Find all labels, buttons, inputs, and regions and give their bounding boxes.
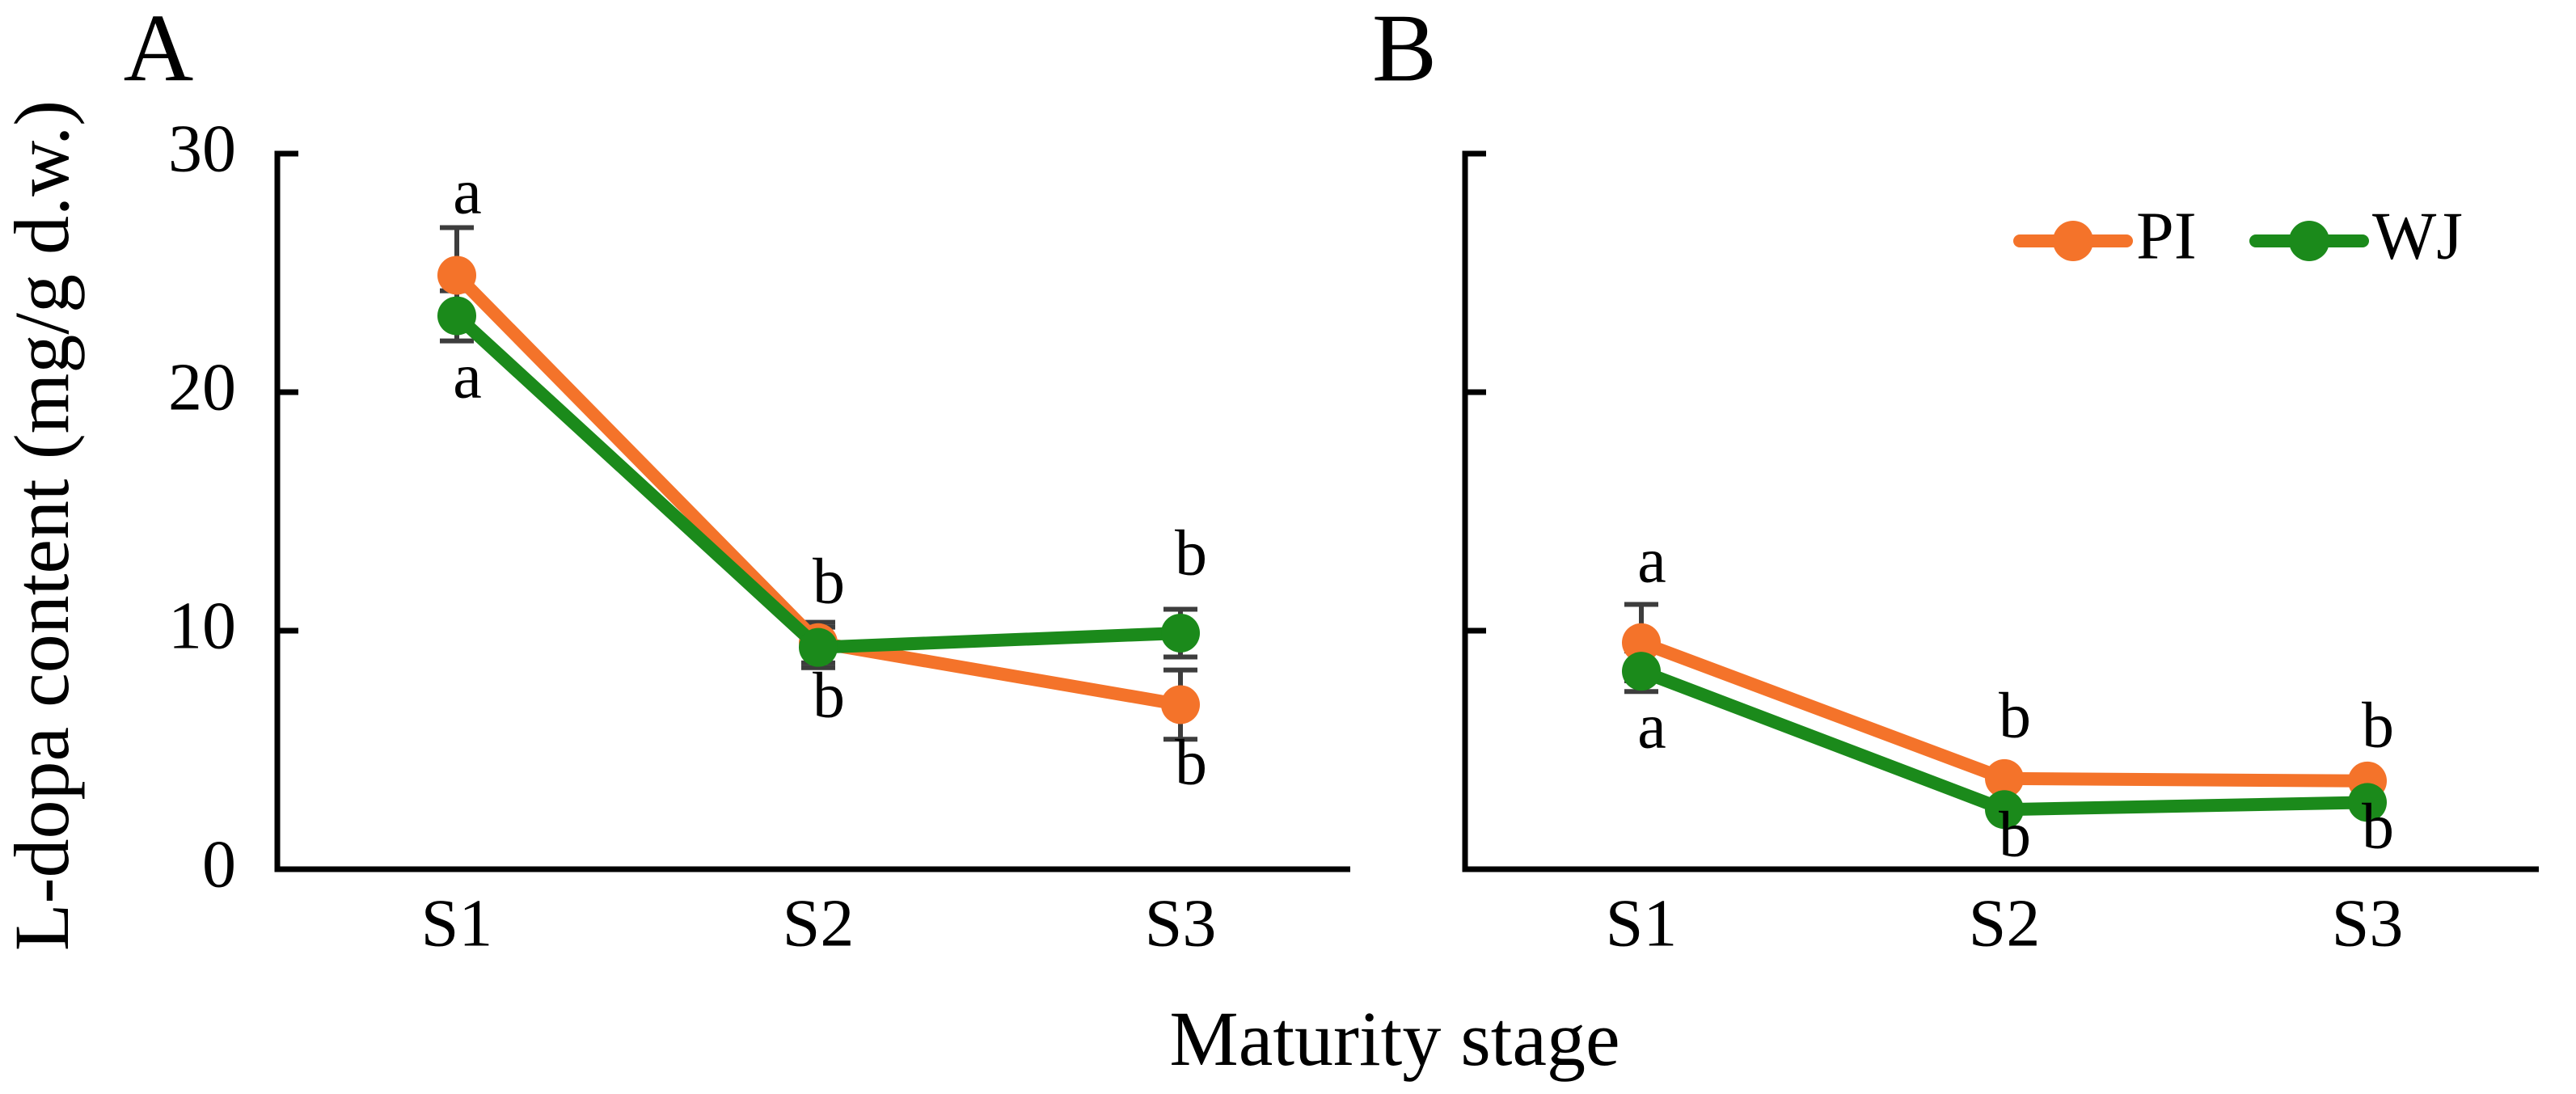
legend: PI WJ xyxy=(2013,198,2463,273)
y-tick-label-0: 0 xyxy=(202,826,236,902)
legend-item-wj: WJ xyxy=(2249,198,2463,273)
axis-titles: L-dopa content (mg/g d.w.) Maturity stage xyxy=(0,100,1620,1082)
marker-pi-s3 xyxy=(1161,685,1200,724)
legend-marker-pi xyxy=(2053,221,2093,261)
legend-label-pi: PI xyxy=(2136,198,2197,273)
sig-letter-above-s3: b xyxy=(1175,517,1207,589)
marker-wj-s2 xyxy=(1985,790,2024,830)
sig-letter-below-s1: a xyxy=(453,340,482,412)
sig-letter-above-s3: b xyxy=(2362,690,2394,761)
sig-letter-above-s2: b xyxy=(1999,680,2031,751)
series-wj xyxy=(437,296,1200,667)
x-category-label-s1: S1 xyxy=(1606,885,1678,961)
x-category-label-s3: S3 xyxy=(1145,885,1217,961)
sig-letter-below-s3: b xyxy=(1175,727,1207,798)
sig-letter-above-s2: b xyxy=(813,546,845,617)
y-tick-label-20: 20 xyxy=(168,349,236,425)
marker-pi-s1 xyxy=(437,256,476,295)
sig-letter-below-s3: b xyxy=(2362,791,2394,862)
y-axis-title: L-dopa content (mg/g d.w.) xyxy=(0,100,85,951)
x-axis-title: Maturity stage xyxy=(1169,995,1620,1082)
sig-letter-above-s1: a xyxy=(1637,525,1666,596)
y-tick-label-10: 10 xyxy=(168,588,236,663)
x-category-label-s2: S2 xyxy=(783,885,855,961)
legend-item-pi: PI xyxy=(2013,198,2197,273)
y-tick-label-30: 30 xyxy=(168,111,236,186)
marker-wj-s3 xyxy=(2348,783,2387,822)
sig-letter-below-s1: a xyxy=(1637,691,1666,762)
panel-label-a: A xyxy=(124,0,194,102)
x-category-label-s1: S1 xyxy=(421,885,493,961)
x-category-label-s3: S3 xyxy=(2332,885,2404,961)
sig-letter-below-s2: b xyxy=(813,660,845,731)
marker-wj-s3 xyxy=(1161,613,1200,653)
series-wj xyxy=(1622,652,2387,830)
marker-pi-s2 xyxy=(1985,758,2024,798)
sig-letter-above-s1: a xyxy=(453,156,482,227)
x-category-label-s2: S2 xyxy=(1969,885,2041,961)
marker-wj-s1 xyxy=(1622,652,1661,691)
marker-wj-s2 xyxy=(799,627,838,667)
sig-letter-below-s2: b xyxy=(1999,799,2031,870)
panel-label-b: B xyxy=(1372,0,1437,102)
legend-label-wj: WJ xyxy=(2372,198,2463,273)
marker-wj-s1 xyxy=(437,296,476,336)
series-pi xyxy=(1622,623,2387,800)
marker-pi-s1 xyxy=(1622,623,1661,662)
legend-marker-wj xyxy=(2289,221,2329,261)
